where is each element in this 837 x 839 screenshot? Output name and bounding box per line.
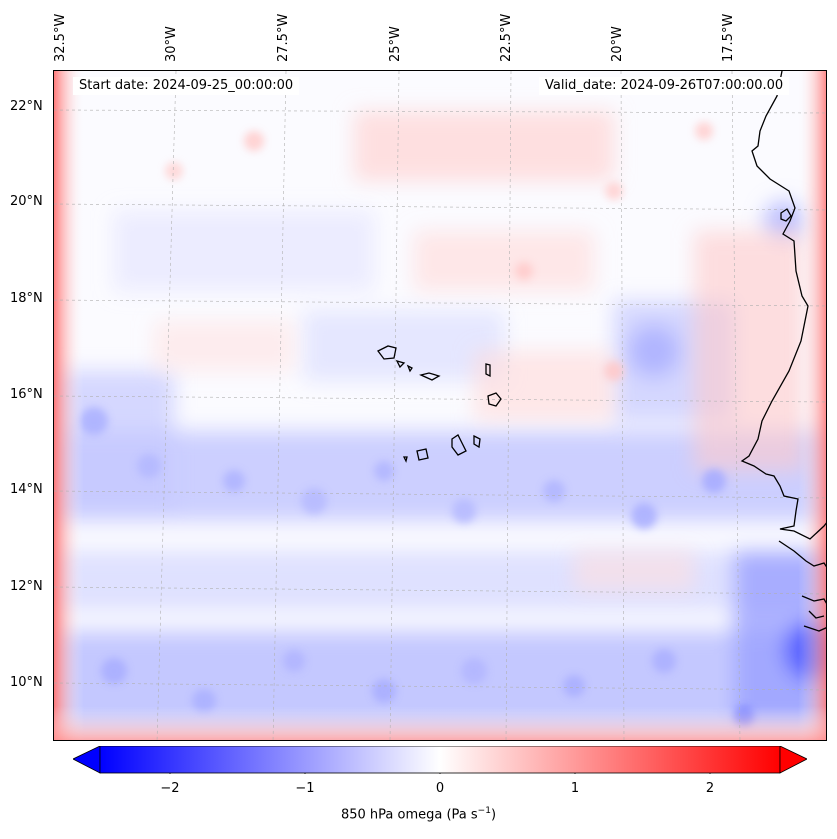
colorbar-tick-neg2: −2 xyxy=(160,781,180,796)
lat-label-22n: 22°N xyxy=(10,99,43,114)
right-boundary-strip xyxy=(798,71,826,740)
lon-label-32-5w: 32.5°W xyxy=(53,13,68,62)
lat-label-20n: 20°N xyxy=(10,194,43,209)
guinea-coast-islands xyxy=(801,595,826,632)
west-africa-coast xyxy=(740,71,826,540)
lat-label-18n: 18°N xyxy=(10,291,43,306)
omega-map xyxy=(53,70,827,741)
lon-label-22-5w: 22.5°W xyxy=(499,13,514,62)
northern-island xyxy=(780,208,792,222)
red-patches xyxy=(154,111,804,591)
cape-verde-santo-antao xyxy=(377,345,397,360)
colorbar xyxy=(73,746,807,774)
colorbar-label-tail: ) xyxy=(490,807,497,823)
coastlines xyxy=(377,71,826,632)
colorbar-max-extend xyxy=(779,746,807,774)
colorbar-ramp xyxy=(99,746,781,774)
colorbar-min-extend xyxy=(73,746,101,774)
bottom-boundary-strip xyxy=(54,706,826,740)
colorbar-label-text: 850 hPa omega (Pa s xyxy=(340,807,478,823)
colorbar-tick-0: 0 xyxy=(435,781,445,796)
gridlines xyxy=(54,71,826,740)
lon-label-25w: 25°W xyxy=(388,26,403,62)
colorbar-tick-neg1: −1 xyxy=(295,781,315,796)
cape-verde-sal xyxy=(485,363,491,378)
lat-label-16n: 16°N xyxy=(10,387,43,402)
speckle xyxy=(80,122,754,726)
lat-label-10n: 10°N xyxy=(10,675,43,690)
lon-label-20w: 20°W xyxy=(610,26,625,62)
lat-label-14n: 14°N xyxy=(10,482,43,497)
omega-field xyxy=(54,71,826,740)
lon-label-17-5w: 17.5°W xyxy=(721,13,736,62)
colorbar-ticks xyxy=(169,773,711,774)
lon-label-27-5w: 27.5°W xyxy=(276,13,291,62)
cape-verde-boa-vista xyxy=(487,392,502,407)
cape-verde-sao-vicente xyxy=(395,359,406,369)
colorbar-tick-1: 1 xyxy=(570,781,580,796)
cape-verde-brava xyxy=(402,456,408,463)
cape-verde-fogo xyxy=(416,448,429,461)
cape-verde-santiago xyxy=(451,434,467,456)
colorbar-label: 850 hPa omega (Pa s−1) xyxy=(0,806,837,822)
lon-label-30w: 30°W xyxy=(164,26,179,62)
left-boundary-strip xyxy=(54,71,84,740)
start-date-label: Start date: 2024-09-25_00:00:00 xyxy=(73,77,300,95)
cape-verde-santa-luzia xyxy=(406,364,413,373)
cape-verde-sao-nicolau xyxy=(419,372,441,381)
valid-date-label: Valid_date: 2024-09-26T07:00:00.00 xyxy=(539,77,790,95)
colorbar-tick-2: 2 xyxy=(705,781,715,796)
colorbar-label-exponent: −1 xyxy=(477,806,491,816)
guinea-bissau-coast xyxy=(778,540,826,568)
lat-label-12n: 12°N xyxy=(10,579,43,594)
cape-verde-maio xyxy=(473,434,481,449)
